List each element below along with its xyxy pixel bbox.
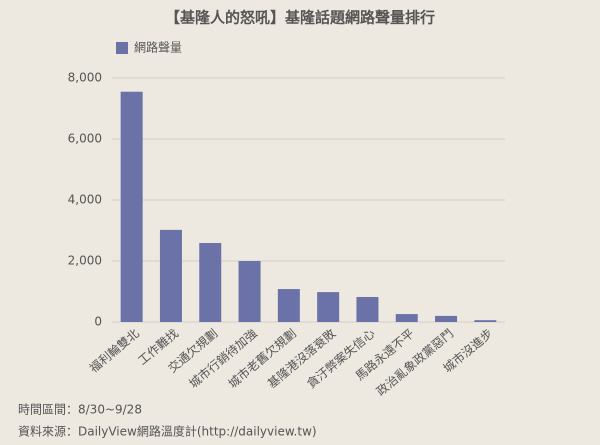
legend-label: 網路聲量 — [134, 40, 182, 55]
y-tick-label: 8,000 — [68, 71, 102, 85]
bar — [199, 243, 222, 322]
y-tick-label: 6,000 — [68, 132, 102, 146]
bar — [120, 91, 143, 322]
y-tick-label: 0 — [94, 315, 102, 329]
bar — [474, 320, 497, 322]
bar — [356, 296, 379, 322]
bar — [317, 292, 340, 322]
bar — [159, 229, 182, 322]
bar — [277, 289, 300, 322]
bar — [395, 314, 418, 322]
y-tick-label: 2,000 — [68, 254, 102, 268]
footnote: 資料來源：DailyView網路溫度計(http://dailyview.tw) — [18, 424, 317, 439]
legend-swatch — [116, 42, 128, 54]
footnote: 時間區間：8/30~9/28 — [18, 403, 142, 417]
bar — [238, 261, 261, 322]
bar — [435, 315, 458, 322]
chart-title: 【基隆人的怒吼】基隆話題網路聲量排行 — [165, 9, 435, 27]
y-tick-label: 4,000 — [68, 193, 102, 207]
